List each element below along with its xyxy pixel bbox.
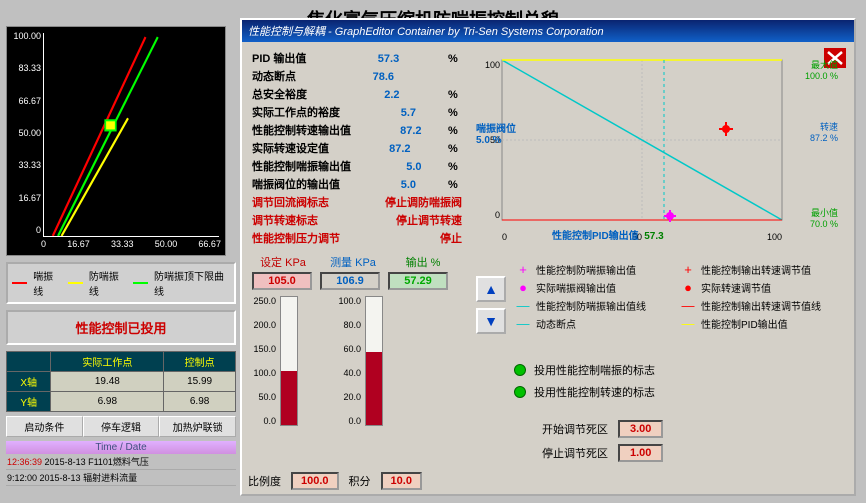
timedate-header: Time / Date [6, 441, 236, 454]
left-panel: 100.0083.3366.6750.0033.3316.670 016.673… [6, 26, 236, 486]
action-button[interactable]: 停车逻辑 [83, 416, 160, 437]
action-button[interactable]: 启动条件 [6, 416, 83, 437]
output-value: 57.29 [388, 272, 448, 290]
deadzone: 开始调节死区3.00停止调节死区1.00 [542, 420, 663, 468]
status-text: 性能控制已投用 [75, 321, 166, 336]
left-chart: 100.0083.3366.6750.0033.3316.670 016.673… [6, 26, 226, 256]
log-list: 12:36:39 2015-8-13 F1101燃料气压9:12:00 2015… [6, 454, 236, 486]
flags: 投用性能控制喘振的标志投用性能控制转速的标志 [514, 362, 655, 406]
rc-spd-val: 87.2 % [810, 133, 838, 143]
integral-value: 10.0 [381, 472, 422, 490]
action-button[interactable]: 加热炉联锁 [159, 416, 236, 437]
measure-value: 106.9 [320, 272, 380, 290]
xy-table: 实际工作点控制点 X轴19.4815.99Y轴6.986.98 [6, 351, 236, 412]
header-measure: 测量 KPa [322, 254, 384, 270]
rc-spd-lbl: 转速 [820, 122, 838, 132]
window-title: 性能控制与解耦 - GraphEditor Container by Tri-S… [248, 23, 604, 39]
rc-ylabel: 喘振阀位 [476, 124, 516, 135]
left-legend: 喘振线防喘振线防喘振顶下限曲线 [6, 262, 236, 304]
header-output: 输出 % [392, 254, 454, 270]
data-list: PID 输出值57.3%动态断点78.6总安全裕度2.2%实际工作点的裕度5.7… [252, 50, 462, 248]
rc-min-lbl: 最小值 [811, 208, 838, 218]
right-legend: +性能控制防喘振输出值●实际喘振阀输出值—性能控制防喘振输出值线—动态断点 +性… [514, 262, 844, 334]
log-row: 12:36:39 2015-8-13 F1101燃料气压 [6, 454, 236, 470]
right-chart: 100500 050100 性能控制PID输出值 57.3 喘振阀位5.0 % … [472, 50, 842, 250]
arrow-up-button[interactable]: ▲ [476, 276, 506, 302]
setpoint-value: 105.0 [252, 272, 312, 290]
rc-xval: 57.3 [644, 231, 663, 242]
dialog-window: 性能控制与解耦 - GraphEditor Container by Tri-S… [240, 18, 856, 496]
header-setpoint: 设定 KPa [252, 254, 314, 270]
ratio-value: 100.0 [291, 472, 339, 490]
rc-xlabel: 性能控制PID输出值 [552, 231, 639, 242]
rc-yval: 5.0 % [476, 135, 502, 146]
arrow-down-button[interactable]: ▼ [476, 308, 506, 334]
titlebar[interactable]: 性能控制与解耦 - GraphEditor Container by Tri-S… [242, 20, 854, 42]
integral-label: 积分 [349, 473, 371, 489]
button-row: 启动条件停车逻辑加热炉联锁 [6, 416, 236, 437]
arrow-buttons: ▲ ▼ [476, 276, 506, 334]
status-box: 性能控制已投用 [6, 310, 236, 345]
rc-max-val: 100.0 % [805, 71, 838, 81]
rc-max-lbl: 最大值 [811, 60, 838, 70]
bottom-row: 比例度 100.0 积分 10.0 [248, 472, 422, 490]
log-row: 9:12:00 2015-8-13 辐射进料流量 [6, 470, 236, 486]
rc-min-val: 70.0 % [810, 219, 838, 229]
ratio-label: 比例度 [248, 473, 281, 489]
